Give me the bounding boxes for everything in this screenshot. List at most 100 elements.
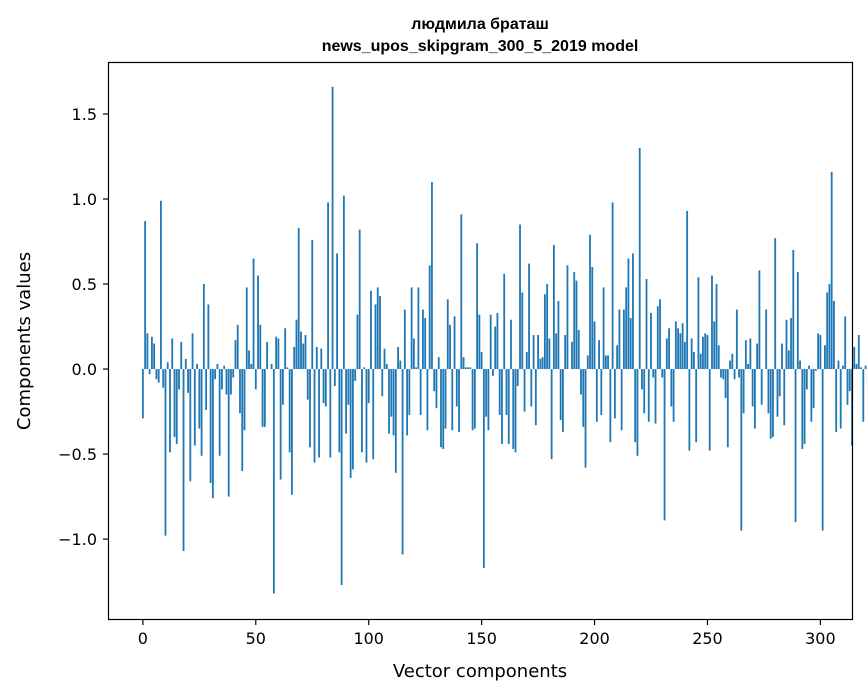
bar-147 [473,369,476,429]
x-tick-label: 100 [353,629,384,648]
bar-256 [720,369,722,378]
bar-12 [169,369,171,453]
y-tick-label: 1.0 [72,190,97,209]
bar-197 [586,355,589,370]
bar-264 [738,369,740,378]
x-tick-label: 200 [579,629,610,648]
bar-260 [729,360,731,370]
bar-62 [281,369,284,405]
bar-298 [814,369,817,371]
y-tick-label: 0.0 [72,360,97,379]
chart-title-line2: news_upos_skipgram_300_5_2019 model [322,38,639,55]
bar-280 [774,238,777,370]
bar-129 [433,369,436,392]
bar-120 [412,338,415,370]
bar-137 [451,369,454,431]
bar-157 [496,312,499,370]
bar-224 [647,369,650,422]
bar-288 [792,250,795,370]
bar-217 [632,253,634,370]
bar-213 [623,309,625,370]
bar-150 [480,352,483,370]
bar-10 [164,369,167,536]
bar-255 [717,345,720,370]
bar-69 [297,227,300,370]
bar-218 [634,369,637,443]
bar-192 [575,280,578,370]
bar-131 [437,357,440,370]
bar-20 [187,369,189,393]
bar-92 [349,369,352,478]
bar-86 [336,253,338,370]
bar-307 [835,369,838,432]
y-tick-label: −1.0 [58,530,97,549]
bar-15 [175,369,178,444]
bar-117 [406,369,409,436]
bar-144 [467,367,469,370]
bar-47 [248,350,250,370]
bar-118 [408,369,411,415]
bar-231 [663,369,666,521]
bar-130 [435,369,438,409]
bar-251 [708,369,711,451]
bar-13 [171,338,174,370]
bar-135 [446,299,449,370]
bar-248 [702,336,704,370]
bar-306 [833,301,835,370]
bar-23 [193,369,196,446]
bar-29 [207,304,210,370]
bar-200 [593,321,596,370]
bar-203 [600,369,603,415]
bar-73 [306,369,309,400]
bar-167 [519,224,521,370]
bar-240 [683,341,686,370]
y-axis-ticks: −1.0 −0.5 0.0 0.5 1.0 1.5 [58,105,109,549]
bar-114 [399,360,402,370]
bar-40 [232,369,235,378]
bar-36 [223,365,226,370]
bar-232 [665,338,668,370]
bar-154 [489,314,492,370]
bar-35 [221,369,223,390]
bar-273 [758,270,761,370]
bar-201 [595,369,598,422]
bar-308 [837,360,840,370]
bar-27 [202,284,205,370]
bar-116 [403,309,406,370]
bar-315 [853,346,856,370]
x-axis-ticks: 0 50 100 150 200 250 300 [138,619,836,648]
bar-55 [266,341,268,370]
bar-263 [735,309,738,370]
bar-302 [824,345,826,370]
bar-109 [388,369,390,434]
bar-271 [753,369,756,429]
bar-101 [370,290,372,370]
y-tick-label: 0.5 [72,275,97,294]
bar-291 [799,360,801,370]
bar-148 [476,243,479,370]
bar-67 [293,346,296,370]
bar-206 [607,355,609,370]
bar-237 [677,328,680,370]
bar-193 [577,329,580,370]
bar-77 [315,346,318,370]
bar-233 [668,328,670,370]
bar-262 [733,369,736,380]
bar-28 [205,369,208,410]
bar-99 [365,369,368,463]
bar-155 [492,369,494,376]
bar-169 [523,369,526,412]
bar-286 [787,350,790,370]
bar-244 [693,352,695,370]
bar-297 [812,369,815,409]
bar-39 [230,369,232,395]
bar-181 [550,369,553,460]
y-axis-label: Components values [14,252,35,430]
bar-284 [783,369,786,426]
bar-5 [153,343,156,370]
bar-126 [426,369,429,431]
bar-64 [286,367,289,370]
bar-311 [844,316,847,370]
bar-241 [686,210,689,370]
bar-141 [460,214,463,370]
